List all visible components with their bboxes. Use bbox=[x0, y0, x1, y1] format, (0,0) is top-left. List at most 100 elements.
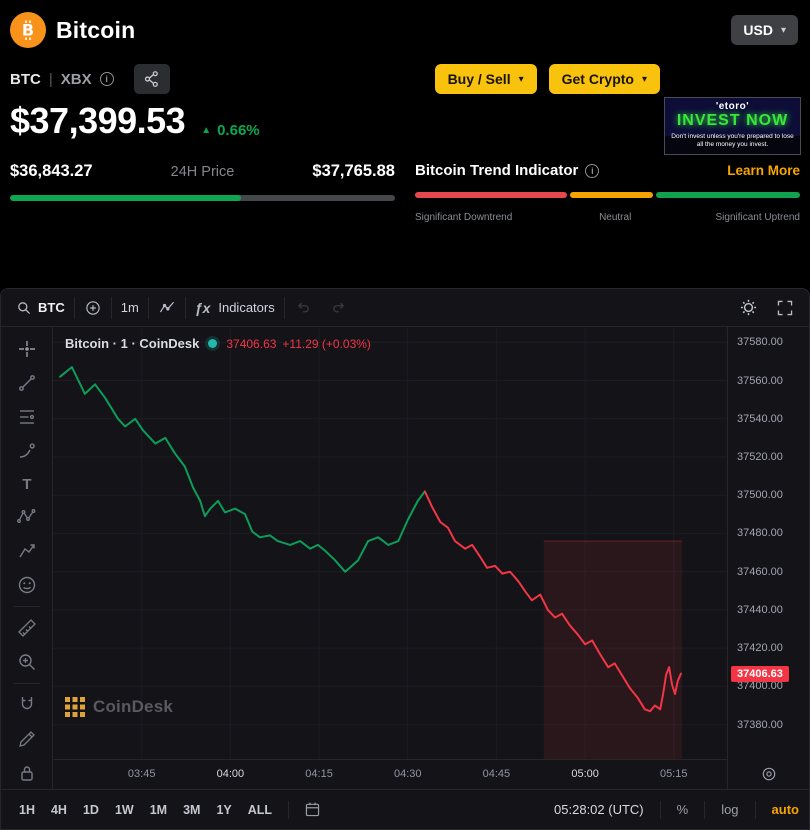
brand: B Bitcoin bbox=[10, 12, 135, 48]
info-icon[interactable]: i bbox=[585, 163, 600, 178]
price-range-fill bbox=[10, 195, 241, 201]
bitcoin-glyph: B bbox=[22, 20, 34, 40]
coindesk-logo bbox=[65, 697, 85, 717]
bitcoin-logo: B bbox=[10, 12, 46, 48]
range-button-1y[interactable]: 1Y bbox=[208, 798, 239, 822]
chart-main: Bitcoin · 1 · CoinDesk 37406.63 +11.29 (… bbox=[53, 327, 727, 789]
fib-retracement-tool-button[interactable] bbox=[10, 400, 44, 433]
ad-headline: INVEST NOW bbox=[676, 112, 789, 129]
calendar-icon bbox=[305, 802, 320, 817]
info-icon[interactable]: i bbox=[99, 72, 114, 86]
price-axis[interactable]: 37580.00 37560.00 37540.00 37520.00 37500.00… bbox=[727, 327, 809, 789]
range-button-1d[interactable]: 1D bbox=[75, 798, 107, 822]
compare-button[interactable] bbox=[75, 289, 111, 327]
percent-scale-toggle[interactable]: % bbox=[676, 802, 689, 817]
drawing-toolbar: T bbox=[1, 327, 53, 789]
time-axis-label: 04:00 bbox=[216, 768, 245, 780]
toolbar-divider bbox=[13, 605, 40, 607]
time-axis[interactable]: 03:45 04:00 04:15 04:30 04:45 05:00 05:15 bbox=[53, 759, 727, 789]
get-crypto-label: Get Crypto bbox=[561, 71, 634, 87]
price-chart bbox=[53, 327, 727, 759]
emoji-tool-button[interactable] bbox=[10, 568, 44, 601]
go-to-date-button[interactable] bbox=[297, 800, 328, 819]
undo-button[interactable] bbox=[285, 289, 321, 327]
symbol-search-button[interactable]: BTC bbox=[7, 289, 74, 327]
range-low: $36,843.27 bbox=[10, 162, 93, 180]
price-axis-label: 37440.00 bbox=[737, 603, 783, 616]
magnet-tool-button[interactable] bbox=[10, 689, 44, 722]
brush-tool-button[interactable] bbox=[10, 434, 44, 467]
indicators-button[interactable]: ƒx Indicators bbox=[186, 289, 284, 327]
range-high: $37,765.88 bbox=[312, 162, 395, 180]
range-button-1w[interactable]: 1W bbox=[107, 798, 142, 822]
trend-label-neutral: Neutral bbox=[599, 212, 632, 223]
target-icon bbox=[762, 767, 775, 781]
chart-bottombar: 1H 4H 1D 1W 1M 3M 1Y ALL 05:28:02 (UTC) % log a… bbox=[1, 789, 809, 829]
time-axis-label: 05:15 bbox=[660, 768, 688, 780]
range-button-all[interactable]: ALL bbox=[240, 798, 280, 822]
zoom-in-tool-button[interactable] bbox=[10, 645, 44, 678]
toolbar-divider bbox=[704, 800, 706, 819]
page-header: B Bitcoin USD ▾ BTC | XBX i bbox=[0, 0, 810, 288]
crosshair-tool-button[interactable] bbox=[10, 333, 44, 366]
range-button-1m[interactable]: 1M bbox=[142, 798, 175, 822]
get-crypto-button[interactable]: Get Crypto ▾ bbox=[548, 64, 660, 94]
pair-label: BTC bbox=[10, 70, 41, 88]
time-axis-label: 05:00 bbox=[571, 768, 599, 780]
text-tool-icon: T bbox=[22, 476, 31, 493]
trend-segment-uptrend bbox=[655, 192, 800, 198]
price-axis-label: 37460.00 bbox=[737, 565, 783, 578]
toolbar-divider bbox=[184, 296, 186, 319]
chart-toolbar: BTC 1m ƒx In bbox=[1, 289, 809, 327]
lock-tool-button[interactable] bbox=[10, 756, 44, 789]
undo-icon bbox=[297, 302, 309, 312]
buy-sell-button[interactable]: Buy / Sell ▾ bbox=[434, 64, 537, 94]
fullscreen-button[interactable] bbox=[767, 289, 803, 327]
text-tool-button[interactable]: T bbox=[10, 467, 44, 500]
log-scale-toggle[interactable]: log bbox=[721, 802, 739, 817]
trend-line-tool-button[interactable] bbox=[10, 367, 44, 400]
learn-more-link[interactable]: Learn More bbox=[727, 163, 800, 178]
price-axis-label: 37420.00 bbox=[737, 642, 783, 655]
caret-down-icon: ▾ bbox=[780, 24, 786, 36]
price-axis-label: 37380.00 bbox=[737, 718, 783, 731]
ruler-tool-button[interactable] bbox=[10, 612, 44, 645]
scroll-to-realtime-button[interactable] bbox=[757, 762, 781, 786]
utc-clock[interactable]: 05:28:02 (UTC) bbox=[554, 802, 644, 817]
etoro-ad-banner[interactable]: 'etoro' INVEST NOW Don't invest unless y… bbox=[664, 97, 801, 155]
svg-text:B: B bbox=[22, 21, 34, 40]
chart-legend: Bitcoin · 1 · CoinDesk 37406.63 +11.29 (… bbox=[65, 336, 371, 351]
pattern-tool-button[interactable] bbox=[10, 501, 44, 534]
toolbar-divider bbox=[283, 296, 285, 319]
trend-head: Bitcoin Trend Indicator i Learn More bbox=[415, 162, 800, 179]
redo-button[interactable] bbox=[321, 289, 357, 327]
forecast-tool-button[interactable] bbox=[10, 535, 44, 568]
toolbar-divider bbox=[754, 800, 756, 819]
auto-scale-toggle[interactable]: auto bbox=[771, 802, 799, 817]
bottombar-right: 05:28:02 (UTC) % log auto bbox=[554, 800, 799, 819]
range-button-1h[interactable]: 1H bbox=[11, 798, 43, 822]
toolbar-left-group: BTC 1m ƒx In bbox=[7, 289, 357, 326]
range-title: 24H Price bbox=[170, 164, 235, 180]
share-button[interactable] bbox=[133, 64, 170, 94]
interval-button[interactable]: 1m bbox=[112, 289, 148, 327]
plot-area[interactable]: Bitcoin · 1 · CoinDesk 37406.63 +11.29 (… bbox=[53, 327, 727, 759]
lock-icon bbox=[20, 765, 33, 781]
settings-button[interactable] bbox=[730, 289, 767, 327]
chart-style-button[interactable] bbox=[149, 289, 185, 327]
toolbar-divider bbox=[13, 683, 40, 685]
search-icon bbox=[18, 301, 31, 314]
range-button-4h[interactable]: 4H bbox=[43, 798, 75, 822]
currency-label: USD bbox=[743, 22, 773, 38]
time-axis-label: 04:45 bbox=[482, 768, 511, 780]
zoom-in-icon bbox=[18, 654, 35, 670]
draw-tool-button[interactable] bbox=[10, 723, 44, 756]
svg-text:T: T bbox=[22, 476, 31, 493]
range-button-3m[interactable]: 3M bbox=[175, 798, 208, 822]
emoji-icon bbox=[18, 576, 35, 593]
currency-selector[interactable]: USD ▾ bbox=[731, 15, 798, 45]
price-row: $37,399.53 ▲ 0.66% bbox=[0, 94, 810, 142]
change-percent: 0.66% bbox=[217, 122, 260, 139]
chart-widget: BTC 1m ƒx In bbox=[0, 288, 810, 830]
